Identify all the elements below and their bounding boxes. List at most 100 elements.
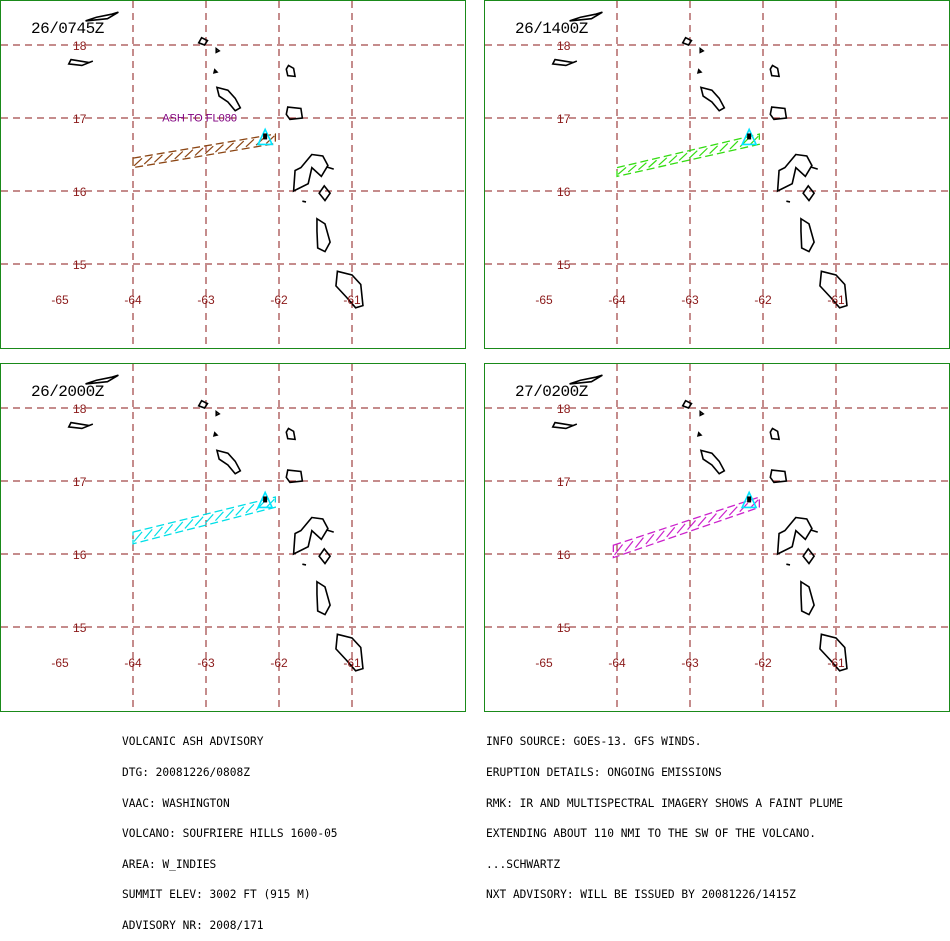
ash-plume-hatch [666,526,676,538]
ash-plume-hatch [164,152,173,162]
map-svg: 18 17 16 15 -65 -64 -63 -62 -61 [485,364,949,711]
ash-plume-hatch [627,164,637,173]
island-outline [769,64,781,78]
latitude-label: 18 [557,39,571,53]
ash-plume-hatch [153,526,163,537]
longitude-label: -64 [124,293,142,307]
time-stamp: 26/0745Z [31,20,104,38]
ash-plume-hatch [194,147,204,156]
ash-plume-hatch [688,150,698,159]
island-outline [681,399,693,409]
island-outline [551,58,578,67]
ash-plume-hatch [133,157,143,167]
island-outline [819,270,848,309]
time-stamp: 26/1400Z [515,20,588,38]
island-outline [292,153,329,193]
ash-plume-hatch [164,523,174,535]
island-outline [810,529,818,533]
map-svg: ASH TO FL080 18 17 16 15 -65 -64 -63 -62 -61 [1,1,465,348]
island-outline [810,166,818,170]
longitude-label: -64 [124,656,142,670]
longitude-label: -62 [754,656,772,670]
ash-plume-hatch [687,520,697,531]
latitude-label: 18 [73,39,87,53]
volcano-marker [256,127,274,146]
island-outline [786,563,791,566]
advisory-line: INFO SOURCE: GOES-13. GFS WINDS. [486,735,702,749]
ash-plume-hatch [143,528,153,540]
ash-plume-hatch [638,162,647,171]
island-outline [776,516,813,556]
island-outline [285,469,304,484]
island-outline [212,68,219,74]
island-outline [776,153,813,193]
island-outline [316,580,331,616]
ash-plume-hatch [215,144,224,153]
ash-plume-hatch [658,157,668,166]
map-svg: 18 17 16 15 -65 -64 -63 -62 -61 [485,1,949,348]
ash-plume-hatch [225,508,235,519]
ash-plume-hatch [235,140,245,150]
ash-plume-hatch [697,516,707,527]
volcano-marker [740,127,758,146]
ash-plume-outline [132,496,277,545]
ash-plume-outline [612,496,761,559]
ash-plume-hatch [668,155,678,164]
island-outline [215,410,221,417]
ash-plume-hatch [678,152,688,161]
island-outline [318,547,332,565]
longitude-label: -61 [827,656,845,670]
ash-plume-hatch [245,138,255,148]
map-panel-3: 18 17 16 15 -65 -64 -63 -62 -61 26/2000Z [0,363,466,712]
island-outline [197,36,209,46]
island-outline [212,431,219,437]
ash-plume-hatch [676,523,686,534]
island-outline [335,270,364,309]
advisory-line: DTG: 20081226/0808Z [122,766,250,780]
longitude-label: -65 [535,656,553,670]
island-outline [699,449,726,475]
island-outline [285,427,297,441]
island-outline [800,217,815,253]
island-outline [802,547,816,565]
island-outline [769,106,788,121]
island-outline [769,469,788,484]
advisory-line: ADVISORY NR: 2008/171 [122,919,264,933]
island-outline [85,374,119,385]
advisory-text-right: INFO SOURCE: GOES-13. GFS WINDS. ERUPTIO… [486,717,843,911]
advisory-line: SUMMIT ELEV: 3002 FT (915 M) [122,888,311,902]
volcano-marker [256,490,274,509]
island-outline [326,529,334,533]
island-outline [681,36,693,46]
island-outline [699,47,705,54]
advisory-text-left: VOLCANIC ASH ADVISORY DTG: 20081226/0808… [122,717,338,941]
volcano-summit [747,496,752,503]
ash-plume-hatch [707,513,717,523]
island-outline [318,184,332,202]
island-outline [786,200,791,203]
island-outline [802,184,816,202]
ash-plume-outline [132,133,277,169]
latitude-label: 17 [73,112,87,126]
island-outline [699,410,705,417]
time-stamp: 26/2000Z [31,383,104,401]
latitude-label: 18 [557,402,571,416]
ash-plume-hatch [645,533,655,545]
map-svg: 18 17 16 15 -65 -64 -63 -62 -61 [1,364,465,711]
advisory-line: EXTENDING ABOUT 110 NMI TO THE SW OF THE… [486,827,817,841]
latitude-label: 15 [557,621,571,635]
ash-plume-hatch [133,531,143,542]
volcano-summit [747,133,752,140]
island-outline [696,68,703,74]
map-panel-2: 18 17 16 15 -65 -64 -63 -62 -61 26/1400Z [484,0,950,349]
latitude-label: 17 [73,475,87,489]
ash-plume-hatch [174,150,184,160]
island-outline [197,399,209,409]
island-outline [215,47,221,54]
island-outline [699,86,726,112]
ash-plume-hatch [225,142,235,151]
latitude-label: 15 [73,621,87,635]
latitude-label: 18 [73,402,87,416]
volcano-summit [263,496,268,503]
island-outline [569,11,603,22]
